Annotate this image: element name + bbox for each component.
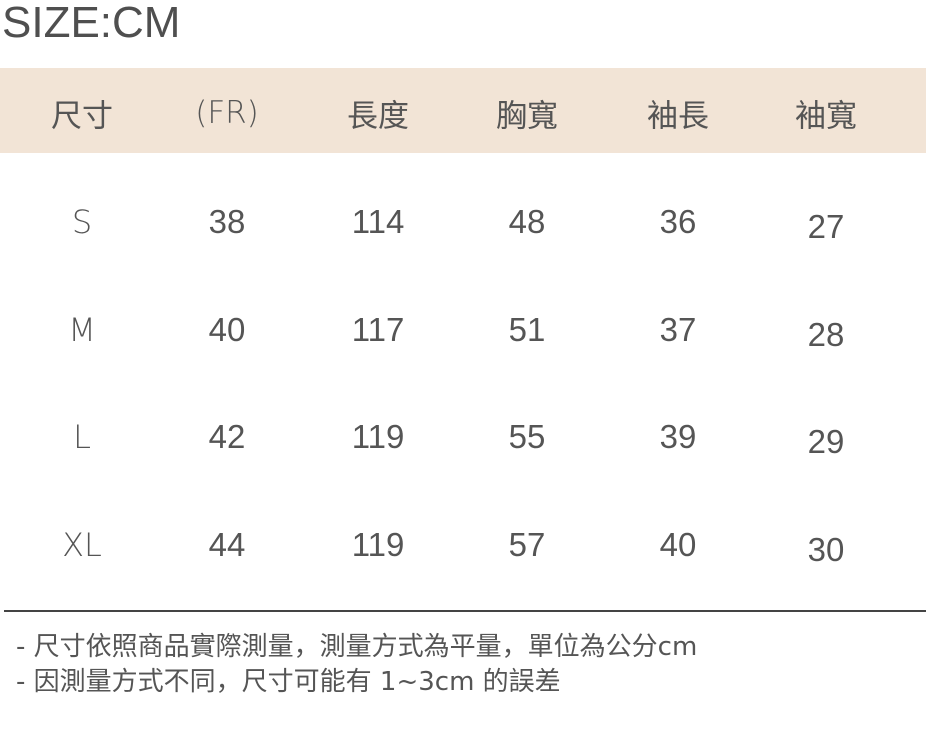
- table-cell: 57: [508, 526, 546, 563]
- table-cell: 51: [508, 311, 546, 348]
- table-cell: 30: [807, 531, 845, 568]
- table-header: [0, 68, 926, 153]
- column-header: 袖寬: [795, 98, 857, 135]
- table-cell: 36: [659, 203, 697, 240]
- column-header: 尺寸: [51, 98, 113, 135]
- table-cell: 119: [351, 418, 405, 455]
- table-cell: 42: [208, 418, 246, 455]
- size-label: L: [73, 418, 91, 456]
- table-cell: 40: [659, 526, 697, 563]
- column-header: 長度: [347, 98, 409, 135]
- table-cell: 28: [807, 316, 845, 353]
- table-cell: 48: [508, 203, 546, 240]
- column-header: 袖長: [647, 98, 709, 135]
- table-cell: 114: [351, 203, 405, 240]
- table-cell: 119: [351, 526, 405, 563]
- table-cell: 40: [208, 311, 246, 348]
- table-cell: 44: [208, 526, 246, 563]
- size-label: XL: [62, 526, 102, 564]
- column-header: (FR): [195, 95, 259, 131]
- divider: [4, 610, 926, 612]
- table-cell: 38: [208, 203, 246, 240]
- table-cell: 117: [351, 311, 405, 348]
- column-header: 胸寬: [496, 98, 558, 135]
- table-cell: 29: [807, 423, 845, 460]
- size-label: M: [68, 311, 96, 349]
- table-cell: 37: [659, 311, 697, 348]
- table-cell: 27: [807, 208, 845, 245]
- note-measurement: - 尺寸依照商品實際測量，測量方式為平量，單位為公分cm: [16, 632, 698, 662]
- size-label: S: [71, 203, 93, 241]
- size-chart-title: SIZE:CM: [2, 0, 181, 47]
- table-cell: 39: [659, 418, 697, 455]
- note-tolerance: - 因測量方式不同，尺寸可能有 1~3cm 的誤差: [16, 667, 561, 697]
- table-cell: 55: [508, 418, 546, 455]
